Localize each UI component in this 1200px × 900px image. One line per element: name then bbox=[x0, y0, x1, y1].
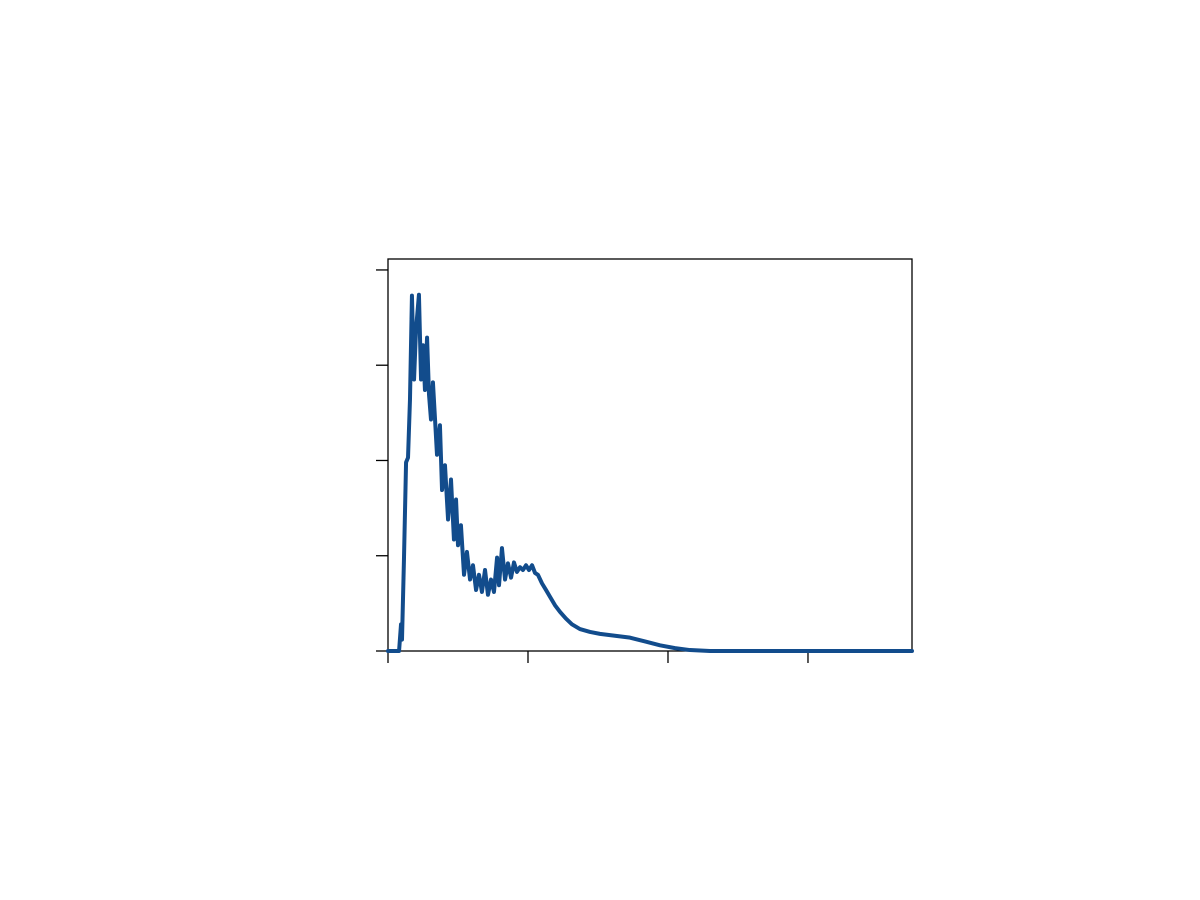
plot-frame bbox=[387, 258, 913, 652]
data-line bbox=[386, 292, 914, 653]
